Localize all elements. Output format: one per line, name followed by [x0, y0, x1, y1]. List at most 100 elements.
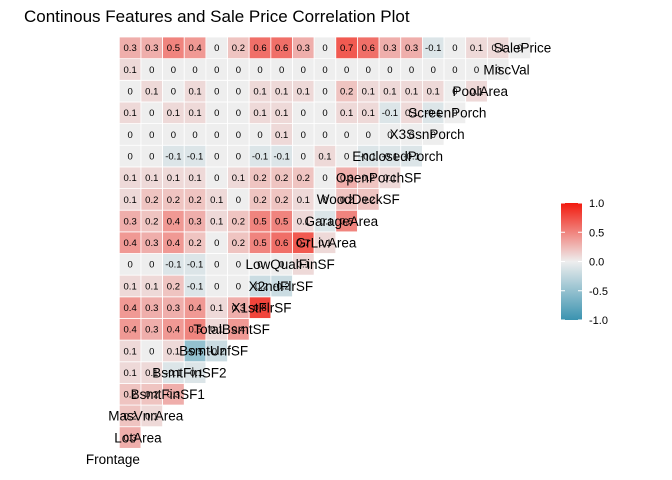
- cell-value-label: 0.3: [188, 216, 201, 227]
- cell-value-label: 0.5: [340, 216, 353, 227]
- cell-value-label: 0: [301, 108, 306, 119]
- cell-value-label: 0: [214, 151, 219, 162]
- cell-value-label: 0: [214, 260, 219, 271]
- cell-value-label: 0: [236, 151, 241, 162]
- cell-value-label: 0: [236, 108, 241, 119]
- cell-value-label: 0.4: [167, 325, 180, 336]
- cell-value-label: 0.1: [340, 108, 353, 119]
- cell-value-label: 0.1: [275, 108, 288, 119]
- cell-value-label: 0.4: [188, 303, 201, 314]
- variable-label: SalePrice: [494, 41, 552, 56]
- cell-value-label: 0.1: [210, 195, 223, 206]
- variable-label: LotArea: [114, 430, 162, 445]
- cell-value-label: 0: [409, 130, 414, 141]
- variable-label: PoolArea: [452, 84, 508, 99]
- cell-value-label: 0: [214, 108, 219, 119]
- cell-value-label: 0.2: [275, 173, 288, 184]
- cell-value-label: 0: [214, 130, 219, 141]
- cell-value-label: 0.1: [427, 87, 440, 98]
- cell-value-label: 0.1: [124, 195, 137, 206]
- cell-value-label: 0: [236, 65, 241, 76]
- cell-value-label: 0.3: [124, 43, 137, 54]
- cell-value-label: 0.1: [232, 173, 245, 184]
- cell-value-label: -0.2: [252, 281, 268, 292]
- cell-value-label: 0: [279, 65, 284, 76]
- cell-value-label: 0: [214, 238, 219, 249]
- cell-value-label: 0.2: [232, 238, 245, 249]
- cell-value-label: 0.6: [362, 43, 375, 54]
- cell-value-label: 0: [301, 151, 306, 162]
- cell-value-label: 0.2: [188, 195, 201, 206]
- cell-value-label: 0: [322, 65, 327, 76]
- cell-value-label: 0: [517, 43, 522, 54]
- cell-value-label: 0.1: [124, 65, 137, 76]
- cell-value-label: 0.1: [210, 303, 223, 314]
- cell-value-label: 0.1: [405, 108, 418, 119]
- cell-value-label: 0.1: [167, 173, 180, 184]
- cell-value-label: 0.2: [297, 173, 310, 184]
- cell-value-label: 0: [366, 65, 371, 76]
- cell-value-label: 0: [127, 87, 132, 98]
- cell-value-label: 0: [149, 65, 154, 76]
- cell-value-label: 0.1: [492, 43, 505, 54]
- cell-value-label: 0: [236, 130, 241, 141]
- cell-value-label: 0.2: [340, 87, 353, 98]
- cell-value-label: 0: [171, 130, 176, 141]
- cell-value-label: 0: [452, 87, 457, 98]
- cell-value-label: 0: [214, 281, 219, 292]
- cell-value-label: 0.2: [188, 238, 201, 249]
- cell-value-label: 0.3: [297, 43, 310, 54]
- cell-value-label: 0: [257, 260, 262, 271]
- cell-value-label: 0.1: [145, 173, 158, 184]
- cell-value-label: 0.2: [145, 390, 158, 401]
- cell-value-label: 0.2: [232, 43, 245, 54]
- cell-value-label: 0.5: [253, 216, 266, 227]
- legend-tick-label: 1.0: [589, 198, 604, 210]
- cell-value-label: 0.1: [297, 260, 310, 271]
- cell-value-label: 0.2: [362, 173, 375, 184]
- cell-value-label: 0: [344, 130, 349, 141]
- variable-label: EnclosedPorch: [352, 149, 443, 164]
- variable-label: X3SsnPorch: [390, 127, 465, 142]
- variable-label: ScreenPorch: [408, 106, 486, 121]
- variable-label: BsmtFinSF2: [152, 365, 226, 380]
- cell-value-label: 0: [322, 108, 327, 119]
- cell-value-label: 0: [496, 65, 501, 76]
- cell-value-label: 0.3: [167, 303, 180, 314]
- cell-value-label: -0.1: [252, 151, 268, 162]
- variable-label: TotalBsmtSF: [193, 322, 270, 337]
- cell-value-label: 0.4: [124, 238, 137, 249]
- cell-value-label: 0.1: [145, 87, 158, 98]
- variable-label: Frontage: [86, 452, 140, 467]
- cell-value-label: 0: [214, 87, 219, 98]
- cell-value-label: 0.1: [188, 173, 201, 184]
- cell-value-label: -0.1: [165, 368, 181, 379]
- heatmap-cell: [508, 36, 532, 60]
- cell-value-label: 0: [431, 130, 436, 141]
- cell-value-label: -0.1: [382, 151, 398, 162]
- cell-value-label: 0: [279, 260, 284, 271]
- cell-value-label: -0.1: [187, 260, 203, 271]
- variable-label: MasVnrArea: [108, 409, 184, 424]
- cell-value-label: 0.1: [253, 87, 266, 98]
- cell-value-label: 0.3: [145, 325, 158, 336]
- cell-value-label: 0.4: [167, 216, 180, 227]
- cell-value-label: -0.2: [209, 346, 225, 357]
- cell-value-label: 0.1: [124, 368, 137, 379]
- cell-value-label: 0.4: [124, 303, 137, 314]
- cell-value-label: -0.1: [165, 151, 181, 162]
- cell-value-label: 0.8: [253, 303, 266, 314]
- legend-colorbar: [561, 203, 582, 320]
- cell-value-label: 0.1: [210, 216, 223, 227]
- cell-value-label: -0.1: [382, 108, 398, 119]
- cell-value-label: 0.6: [275, 43, 288, 54]
- cell-value-label: 0.1: [297, 195, 310, 206]
- legend-tick-label: -1.0: [589, 315, 608, 327]
- cell-value-label: 0.5: [167, 43, 180, 54]
- cell-value-label: -0.5: [187, 346, 203, 357]
- variable-label: GarageArea: [305, 214, 379, 229]
- cell-value-label: 0.3: [145, 303, 158, 314]
- cell-value-label: 0.1: [124, 108, 137, 119]
- cell-value-label: 0.4: [124, 325, 137, 336]
